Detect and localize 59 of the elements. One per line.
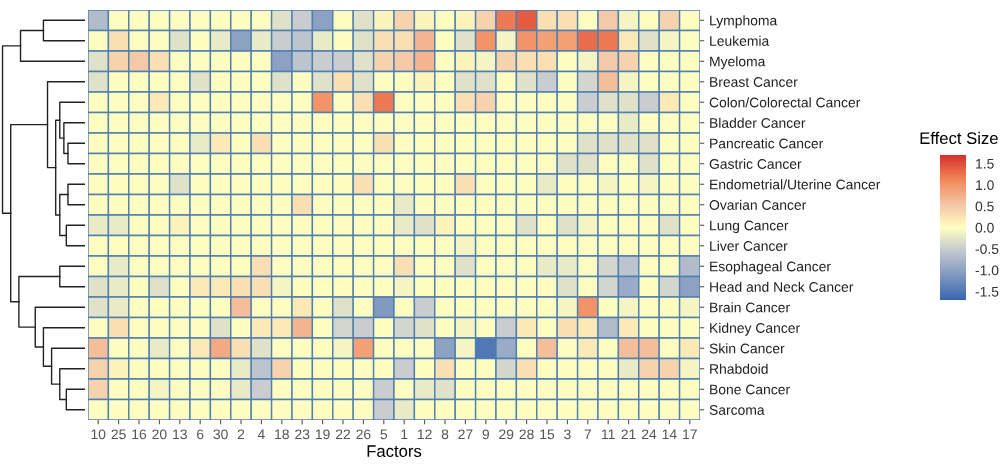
x-tick-label: 14 bbox=[662, 429, 677, 440]
y-tick-label: Leukemia bbox=[710, 35, 770, 46]
color-bar-label: 0.0 bbox=[975, 222, 994, 233]
x-tick-label: 15 bbox=[540, 429, 555, 440]
y-tick-label: Breast Cancer bbox=[710, 77, 798, 87]
y-tick-label: Bladder Cancer bbox=[710, 117, 806, 128]
y-tick-label: Brain Cancer bbox=[710, 302, 790, 313]
x-tick-label: 29 bbox=[499, 429, 514, 440]
y-tick-label: Gastric Cancer bbox=[709, 158, 802, 169]
color-bar-label: -1.0 bbox=[975, 265, 999, 276]
color-bar-label: 1.5 bbox=[976, 159, 994, 169]
x-tick-label: 7 bbox=[584, 429, 591, 440]
y-tick-label: Skin Cancer bbox=[709, 343, 785, 354]
y-tick-label: Rhabdoid bbox=[710, 363, 768, 374]
x-tick-label: 6 bbox=[197, 429, 204, 440]
y-tick-label: Bone Cancer bbox=[710, 384, 790, 395]
x-tick-label: 1 bbox=[401, 429, 408, 440]
color-bar-label: 1.0 bbox=[976, 180, 994, 191]
x-tick-label: 16 bbox=[132, 429, 147, 440]
x-tick-label: 4 bbox=[257, 429, 265, 440]
x-tick-label: 25 bbox=[111, 429, 126, 440]
x-tick-label: 26 bbox=[356, 429, 371, 440]
y-tick-label: Liver Cancer bbox=[710, 240, 788, 251]
x-tick-label: 2 bbox=[237, 429, 245, 440]
x-tick-label: 23 bbox=[295, 429, 310, 440]
x-tick-label: 27 bbox=[458, 429, 473, 440]
x-tick-label: 28 bbox=[519, 429, 534, 440]
color-bar-label: -1.5 bbox=[975, 286, 999, 297]
x-tick-label: 12 bbox=[417, 429, 432, 440]
y-tick-label: Esophageal Cancer bbox=[710, 261, 831, 275]
y-tick-label: Lymphoma bbox=[710, 15, 778, 29]
y-tick-label: Sarcoma bbox=[709, 405, 765, 415]
y-tick-label: Kidney Cancer bbox=[710, 322, 800, 336]
color-bar-label: -0.5 bbox=[975, 244, 999, 254]
x-tick-label: 21 bbox=[621, 429, 636, 440]
x-axis-title: Factors bbox=[367, 445, 422, 457]
x-tick-label: 10 bbox=[91, 429, 106, 440]
y-tick-label: Endometrial/Uterine Cancer bbox=[710, 179, 881, 190]
x-tick-label: 24 bbox=[641, 429, 657, 440]
x-tick-label: 19 bbox=[315, 429, 330, 440]
color-bar-label: 0.5 bbox=[975, 201, 994, 212]
x-tick-label: 18 bbox=[275, 429, 289, 440]
x-tick-label: 8 bbox=[441, 429, 449, 440]
x-tick-label: 22 bbox=[335, 429, 351, 440]
y-tick-label: Lung Cancer bbox=[710, 220, 789, 234]
y-tick-label: Pancreatic Cancer bbox=[710, 138, 824, 149]
x-tick-label: 11 bbox=[602, 429, 615, 440]
y-tick-label: Myeloma bbox=[710, 56, 766, 70]
x-tick-label: 5 bbox=[380, 429, 388, 440]
x-tick-label: 17 bbox=[683, 429, 697, 440]
x-tick-label: 20 bbox=[152, 429, 167, 440]
x-tick-label: 30 bbox=[213, 429, 228, 440]
y-tick-label: Head and Neck Cancer bbox=[710, 281, 854, 292]
x-tick-label: 13 bbox=[173, 429, 187, 440]
y-tick-label: Ovarian Cancer bbox=[709, 199, 807, 210]
y-tick-label: Colon/Colorectal Cancer bbox=[709, 97, 861, 108]
x-tick-label: 3 bbox=[564, 429, 571, 440]
color-bar-title: Effect Size bbox=[920, 131, 998, 145]
x-tick-label: 9 bbox=[482, 429, 489, 440]
